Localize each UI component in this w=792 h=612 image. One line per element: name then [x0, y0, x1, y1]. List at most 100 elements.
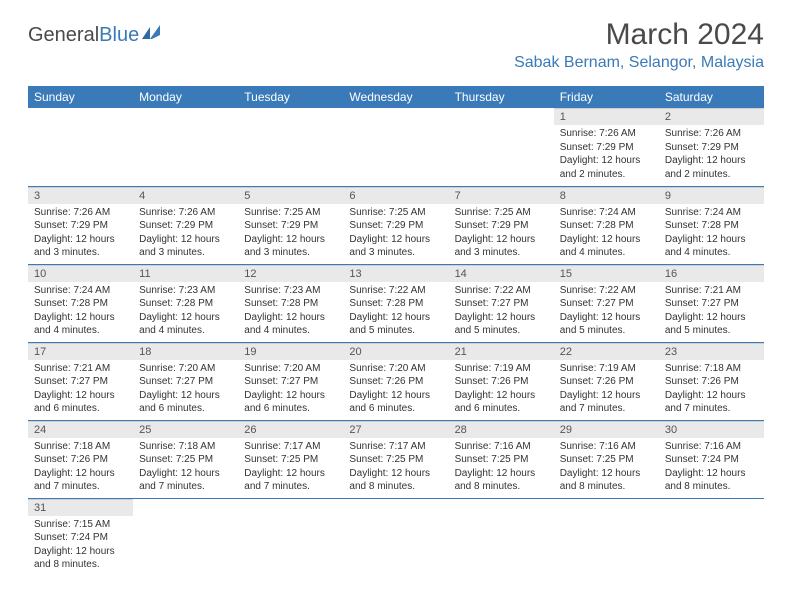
day-details: Sunrise: 7:23 AMSunset: 7:28 PMDaylight:… [238, 282, 343, 342]
weekday-header: Tuesday [238, 86, 343, 108]
calendar-cell: 4Sunrise: 7:26 AMSunset: 7:29 PMDaylight… [133, 186, 238, 264]
day-number: 21 [449, 343, 554, 360]
day-details: Sunrise: 7:24 AMSunset: 7:28 PMDaylight:… [554, 204, 659, 264]
calendar-cell: 27Sunrise: 7:17 AMSunset: 7:25 PMDayligh… [343, 420, 448, 498]
day-number: 12 [238, 265, 343, 282]
day-details: Sunrise: 7:24 AMSunset: 7:28 PMDaylight:… [28, 282, 133, 342]
day-details: Sunrise: 7:18 AMSunset: 7:25 PMDaylight:… [133, 438, 238, 498]
calendar-table: SundayMondayTuesdayWednesdayThursdayFrid… [28, 86, 764, 576]
calendar-cell: 29Sunrise: 7:16 AMSunset: 7:25 PMDayligh… [554, 420, 659, 498]
day-details: Sunrise: 7:26 AMSunset: 7:29 PMDaylight:… [133, 204, 238, 264]
calendar-cell: 5Sunrise: 7:25 AMSunset: 7:29 PMDaylight… [238, 186, 343, 264]
header: GeneralBlue March 2024 Sabak Bernam, Sel… [28, 18, 764, 72]
calendar-cell [238, 108, 343, 186]
location-subtitle: Sabak Bernam, Selangor, Malaysia [514, 54, 764, 72]
calendar-cell [343, 498, 448, 576]
day-details: Sunrise: 7:23 AMSunset: 7:28 PMDaylight:… [133, 282, 238, 342]
day-number: 11 [133, 265, 238, 282]
calendar-cell [238, 498, 343, 576]
day-details: Sunrise: 7:25 AMSunset: 7:29 PMDaylight:… [449, 204, 554, 264]
day-number: 27 [343, 421, 448, 438]
calendar-cell [659, 498, 764, 576]
title-block: March 2024 Sabak Bernam, Selangor, Malay… [514, 18, 764, 72]
day-details: Sunrise: 7:22 AMSunset: 7:27 PMDaylight:… [554, 282, 659, 342]
calendar-row: 3Sunrise: 7:26 AMSunset: 7:29 PMDaylight… [28, 186, 764, 264]
day-details: Sunrise: 7:21 AMSunset: 7:27 PMDaylight:… [28, 360, 133, 420]
day-number: 2 [659, 108, 764, 125]
day-number: 7 [449, 187, 554, 204]
day-number: 3 [28, 187, 133, 204]
day-number: 9 [659, 187, 764, 204]
logo-text-blue: Blue [99, 24, 139, 47]
day-number: 19 [238, 343, 343, 360]
day-number: 22 [554, 343, 659, 360]
page-title: March 2024 [514, 18, 764, 52]
day-details: Sunrise: 7:26 AMSunset: 7:29 PMDaylight:… [28, 204, 133, 264]
calendar-cell: 14Sunrise: 7:22 AMSunset: 7:27 PMDayligh… [449, 264, 554, 342]
day-number: 30 [659, 421, 764, 438]
day-details: Sunrise: 7:20 AMSunset: 7:27 PMDaylight:… [238, 360, 343, 420]
weekday-header: Monday [133, 86, 238, 108]
calendar-cell: 24Sunrise: 7:18 AMSunset: 7:26 PMDayligh… [28, 420, 133, 498]
day-details: Sunrise: 7:21 AMSunset: 7:27 PMDaylight:… [659, 282, 764, 342]
day-details: Sunrise: 7:16 AMSunset: 7:25 PMDaylight:… [554, 438, 659, 498]
day-details: Sunrise: 7:25 AMSunset: 7:29 PMDaylight:… [343, 204, 448, 264]
day-details: Sunrise: 7:20 AMSunset: 7:27 PMDaylight:… [133, 360, 238, 420]
day-number: 5 [238, 187, 343, 204]
day-details: Sunrise: 7:18 AMSunset: 7:26 PMDaylight:… [28, 438, 133, 498]
calendar-cell: 11Sunrise: 7:23 AMSunset: 7:28 PMDayligh… [133, 264, 238, 342]
calendar-cell: 25Sunrise: 7:18 AMSunset: 7:25 PMDayligh… [133, 420, 238, 498]
calendar-cell: 9Sunrise: 7:24 AMSunset: 7:28 PMDaylight… [659, 186, 764, 264]
day-details: Sunrise: 7:16 AMSunset: 7:24 PMDaylight:… [659, 438, 764, 498]
calendar-cell: 12Sunrise: 7:23 AMSunset: 7:28 PMDayligh… [238, 264, 343, 342]
calendar-cell: 1Sunrise: 7:26 AMSunset: 7:29 PMDaylight… [554, 108, 659, 186]
day-number: 17 [28, 343, 133, 360]
calendar-head: SundayMondayTuesdayWednesdayThursdayFrid… [28, 86, 764, 108]
day-number: 10 [28, 265, 133, 282]
calendar-cell [28, 108, 133, 186]
calendar-row: 17Sunrise: 7:21 AMSunset: 7:27 PMDayligh… [28, 342, 764, 420]
calendar-row: 31Sunrise: 7:15 AMSunset: 7:24 PMDayligh… [28, 498, 764, 576]
calendar-row: 24Sunrise: 7:18 AMSunset: 7:26 PMDayligh… [28, 420, 764, 498]
day-number: 25 [133, 421, 238, 438]
calendar-cell [133, 498, 238, 576]
day-number: 20 [343, 343, 448, 360]
calendar-cell: 19Sunrise: 7:20 AMSunset: 7:27 PMDayligh… [238, 342, 343, 420]
day-details: Sunrise: 7:15 AMSunset: 7:24 PMDaylight:… [28, 516, 133, 576]
calendar-cell: 16Sunrise: 7:21 AMSunset: 7:27 PMDayligh… [659, 264, 764, 342]
calendar-cell [343, 108, 448, 186]
calendar-cell: 31Sunrise: 7:15 AMSunset: 7:24 PMDayligh… [28, 498, 133, 576]
day-number: 4 [133, 187, 238, 204]
calendar-cell [449, 108, 554, 186]
calendar-body: 1Sunrise: 7:26 AMSunset: 7:29 PMDaylight… [28, 108, 764, 576]
day-details: Sunrise: 7:16 AMSunset: 7:25 PMDaylight:… [449, 438, 554, 498]
calendar-cell: 10Sunrise: 7:24 AMSunset: 7:28 PMDayligh… [28, 264, 133, 342]
day-details: Sunrise: 7:22 AMSunset: 7:28 PMDaylight:… [343, 282, 448, 342]
weekday-header: Wednesday [343, 86, 448, 108]
calendar-cell: 17Sunrise: 7:21 AMSunset: 7:27 PMDayligh… [28, 342, 133, 420]
day-number: 14 [449, 265, 554, 282]
logo: GeneralBlue [28, 24, 162, 47]
weekday-header: Saturday [659, 86, 764, 108]
calendar-cell: 7Sunrise: 7:25 AMSunset: 7:29 PMDaylight… [449, 186, 554, 264]
calendar-cell [133, 108, 238, 186]
day-details: Sunrise: 7:19 AMSunset: 7:26 PMDaylight:… [554, 360, 659, 420]
day-details: Sunrise: 7:18 AMSunset: 7:26 PMDaylight:… [659, 360, 764, 420]
calendar-cell: 6Sunrise: 7:25 AMSunset: 7:29 PMDaylight… [343, 186, 448, 264]
weekday-header: Friday [554, 86, 659, 108]
calendar-cell: 18Sunrise: 7:20 AMSunset: 7:27 PMDayligh… [133, 342, 238, 420]
day-details: Sunrise: 7:20 AMSunset: 7:26 PMDaylight:… [343, 360, 448, 420]
day-details: Sunrise: 7:25 AMSunset: 7:29 PMDaylight:… [238, 204, 343, 264]
calendar-cell: 8Sunrise: 7:24 AMSunset: 7:28 PMDaylight… [554, 186, 659, 264]
calendar-cell [449, 498, 554, 576]
calendar-cell: 22Sunrise: 7:19 AMSunset: 7:26 PMDayligh… [554, 342, 659, 420]
calendar-cell: 15Sunrise: 7:22 AMSunset: 7:27 PMDayligh… [554, 264, 659, 342]
calendar-cell: 20Sunrise: 7:20 AMSunset: 7:26 PMDayligh… [343, 342, 448, 420]
logo-flag-icon [142, 24, 162, 40]
day-number: 8 [554, 187, 659, 204]
day-number: 24 [28, 421, 133, 438]
day-number: 13 [343, 265, 448, 282]
calendar-cell: 23Sunrise: 7:18 AMSunset: 7:26 PMDayligh… [659, 342, 764, 420]
day-details: Sunrise: 7:22 AMSunset: 7:27 PMDaylight:… [449, 282, 554, 342]
weekday-header: Thursday [449, 86, 554, 108]
